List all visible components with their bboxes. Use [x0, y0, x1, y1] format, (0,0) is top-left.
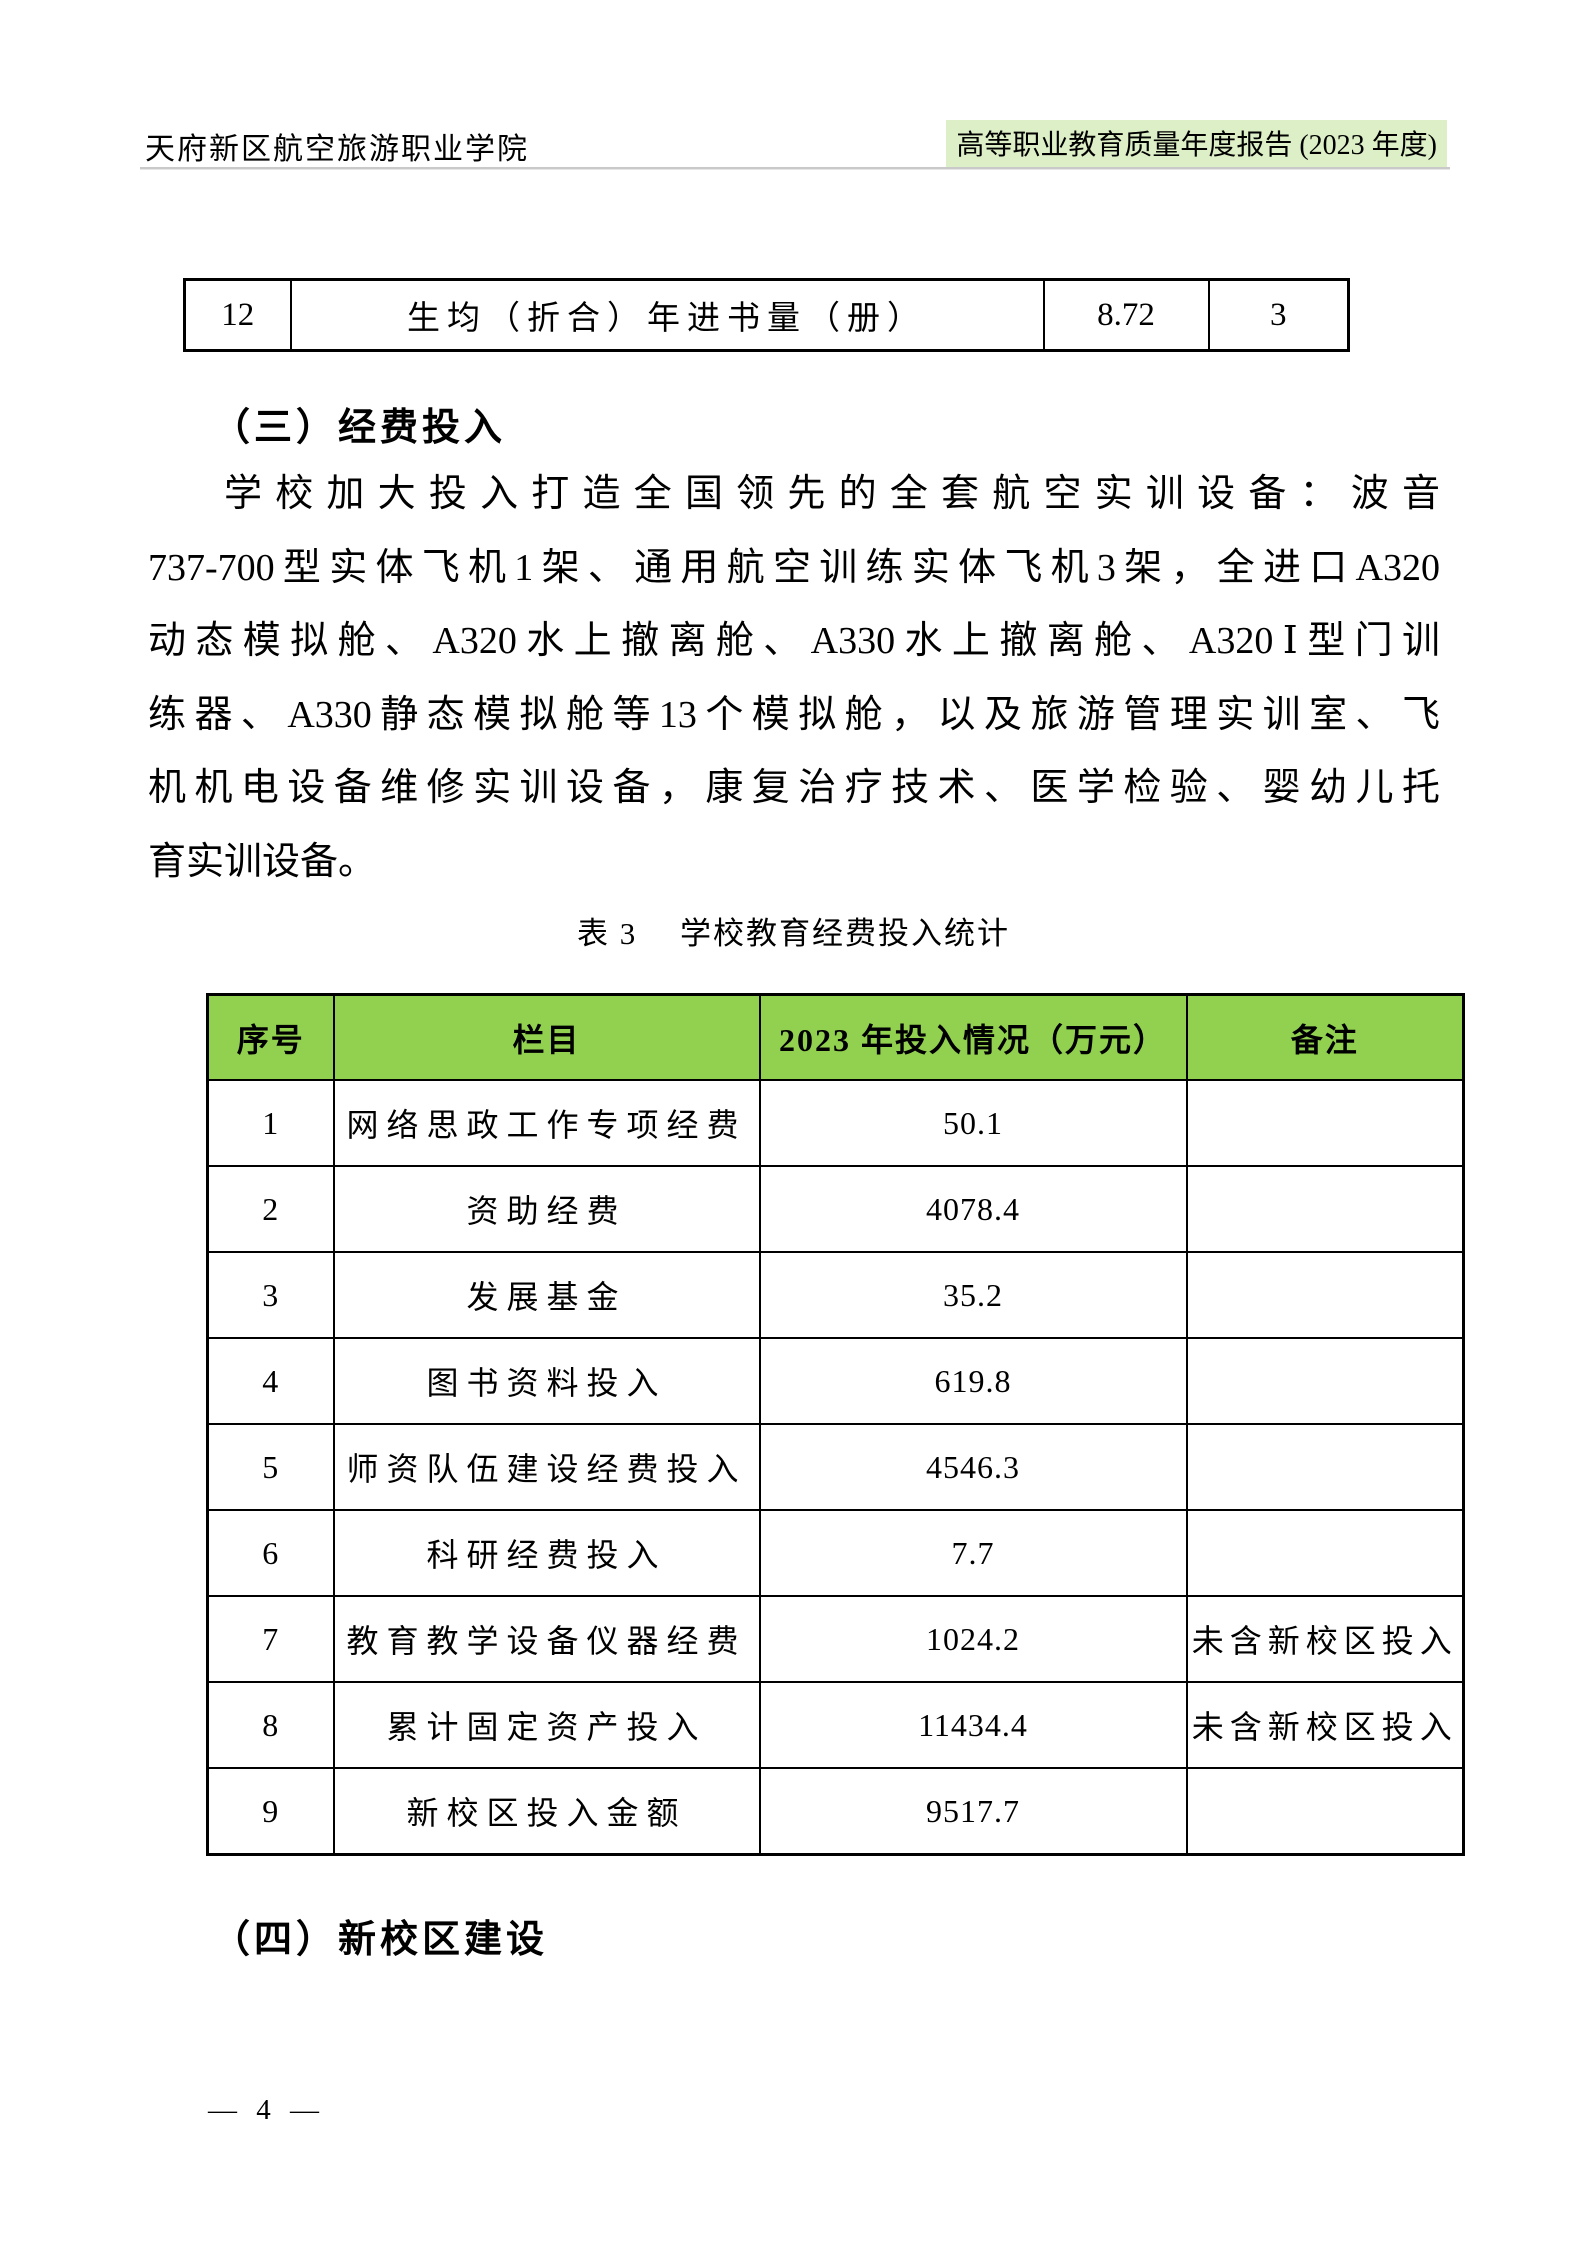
cell-index: 3 — [206, 1251, 335, 1339]
funding-table-header-row: 序号 栏目 2023 年投入情况（万元） 备注 — [206, 993, 1465, 1081]
cell-index: 4 — [206, 1337, 335, 1425]
cell-index: 7 — [206, 1595, 335, 1683]
table-row: 5 师资队伍建设经费投入 4546.3 — [206, 1423, 1465, 1511]
cell-category: 科研经费投入 — [332, 1509, 761, 1597]
cell-category: 师资队伍建设经费投入 — [332, 1423, 761, 1511]
table-row: 6 科研经费投入 7.7 — [206, 1509, 1465, 1597]
table-row: 2 资助经费 4078.4 — [206, 1165, 1465, 1253]
indicator-label-cell: 生均（折合）年进书量（册） — [289, 278, 1045, 352]
cell-amount: 9517.7 — [758, 1767, 1188, 1856]
cell-category: 网络思政工作专项经费 — [332, 1079, 761, 1167]
cell-category: 图书资料投入 — [332, 1337, 761, 1425]
cell-remark — [1185, 1767, 1465, 1856]
paragraph-line: 练器、A330静态模拟舱等13个模拟舱，以及旅游管理实训室、飞 — [148, 693, 1440, 736]
cell-amount: 4078.4 — [758, 1165, 1188, 1253]
cell-remark: 未含新校区投入 — [1185, 1681, 1465, 1769]
header-school-name: 天府新区航空旅游职业学院 — [145, 133, 529, 166]
section-heading-new-campus: （四）新校区建设 — [212, 1919, 549, 1961]
header-divider — [140, 167, 1450, 170]
paragraph-line: 737-700型实体飞机1架、通用航空训练实体飞机3架，全进口A320 — [148, 546, 1440, 589]
table-row: 12 生均（折合）年进书量（册） 8.72 3 — [183, 278, 1350, 352]
table-caption: 表 3 学校教育经费投入统计 — [577, 916, 1010, 951]
cell-remark — [1185, 1423, 1465, 1511]
cell-index: 8 — [206, 1681, 335, 1769]
paragraph-line: 育实训设备。 — [148, 840, 377, 883]
cell-index: 1 — [206, 1079, 335, 1167]
cell-category: 教育教学设备仪器经费 — [332, 1595, 761, 1683]
cell-amount: 50.1 — [758, 1079, 1188, 1167]
paragraph-line: 学校加大投入打造全国领先的全套航空实训设备：波音 — [224, 473, 1440, 515]
page-number: — 4 — — [208, 2094, 325, 2126]
cell-remark: 未含新校区投入 — [1185, 1595, 1465, 1683]
table-row: 9 新校区投入金额 9517.7 — [206, 1767, 1465, 1856]
cell-amount: 7.7 — [758, 1509, 1188, 1597]
header-cell-index: 序号 — [206, 993, 335, 1081]
cell-amount: 4546.3 — [758, 1423, 1188, 1511]
table-row: 3 发展基金 35.2 — [206, 1251, 1465, 1339]
table-row: 7 教育教学设备仪器经费 1024.2 未含新校区投入 — [206, 1595, 1465, 1683]
table-row: 1 网络思政工作专项经费 50.1 — [206, 1079, 1465, 1167]
cell-index: 5 — [206, 1423, 335, 1511]
cell-index: 2 — [206, 1165, 335, 1253]
cell-index: 9 — [206, 1767, 335, 1856]
cell-remark — [1185, 1251, 1465, 1339]
cell-category: 发展基金 — [332, 1251, 761, 1339]
cell-amount: 619.8 — [758, 1337, 1188, 1425]
funding-paragraph: 学校加大投入打造全国领先的全套航空实训设备：波音 737-700型实体飞机1架、… — [148, 458, 1440, 899]
cell-remark — [1185, 1337, 1465, 1425]
header-report-title: 高等职业教育质量年度报告 (2023 年度) — [946, 120, 1447, 168]
paragraph-line: 动态模拟舱、A320水上撤离舱、A330水上撤离舱、A320Ⅰ型门训 — [148, 620, 1440, 662]
paragraph-line: 机机电设备维修实训设备，康复治疗技术、医学检验、婴幼儿托 — [148, 767, 1440, 809]
indicator-rank-cell: 3 — [1207, 278, 1350, 352]
cell-amount: 11434.4 — [758, 1681, 1188, 1769]
header-cell-remark: 备注 — [1185, 993, 1465, 1081]
table-row: 4 图书资料投入 619.8 — [206, 1337, 1465, 1425]
cell-remark — [1185, 1079, 1465, 1167]
header-cell-category: 栏目 — [332, 993, 761, 1081]
cell-amount: 35.2 — [758, 1251, 1188, 1339]
table-row: 8 累计固定资产投入 11434.4 未含新校区投入 — [206, 1681, 1465, 1769]
cell-remark — [1185, 1509, 1465, 1597]
row-index-cell: 12 — [183, 278, 292, 352]
cell-category: 资助经费 — [332, 1165, 761, 1253]
header-cell-amount: 2023 年投入情况（万元） — [758, 993, 1188, 1081]
previous-table-fragment: 12 生均（折合）年进书量（册） 8.72 3 — [183, 278, 1350, 352]
cell-category: 累计固定资产投入 — [332, 1681, 761, 1769]
indicator-value-cell: 8.72 — [1042, 278, 1210, 352]
funding-table: 序号 栏目 2023 年投入情况（万元） 备注 1 网络思政工作专项经费 50.… — [206, 993, 1465, 1856]
cell-category: 新校区投入金额 — [332, 1767, 761, 1856]
cell-index: 6 — [206, 1509, 335, 1597]
section-heading-funding: （三）经费投入 — [212, 407, 507, 449]
cell-amount: 1024.2 — [758, 1595, 1188, 1683]
cell-remark — [1185, 1165, 1465, 1253]
